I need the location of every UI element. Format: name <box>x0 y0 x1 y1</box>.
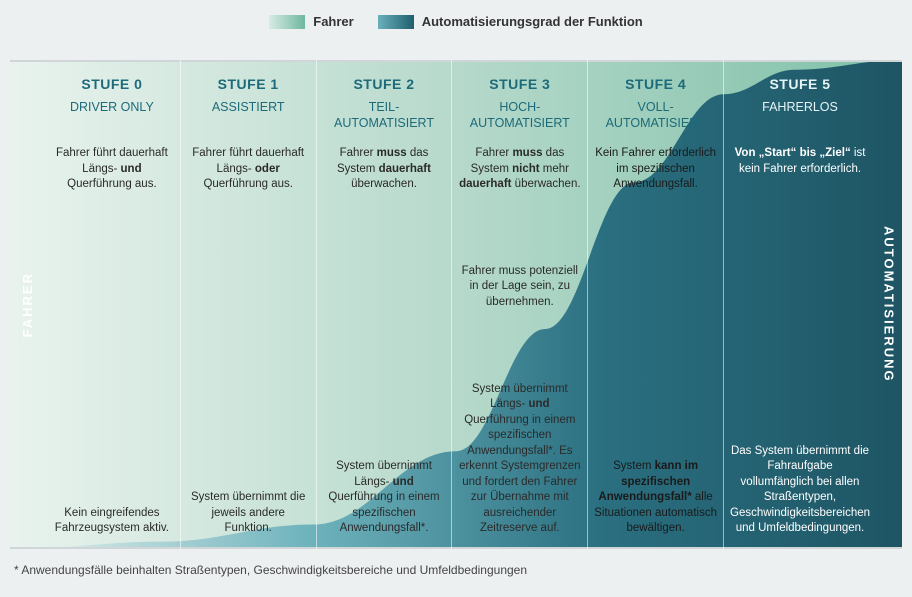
desc-area: Fahrer führt dauerhaft Längs- und Querfü… <box>50 146 174 549</box>
column-stufe-2: STUFE 2 TEIL- AUTOMATISIERT Fahrer muss … <box>316 60 452 549</box>
side-label-right-text: AUTOMATISIERUNG <box>882 226 897 383</box>
stufe-name: FAHRERLOS <box>762 100 838 146</box>
desc-area: Fahrer führt dauerhaft Längs- oder Querf… <box>187 146 310 549</box>
stufe-name: DRIVER ONLY <box>70 100 154 146</box>
desc-top: Fahrer führt dauerhaft Längs- und Querfü… <box>50 146 174 193</box>
desc-mid: Fahrer muss potenziell in der Lage sein,… <box>458 264 581 311</box>
stufe-head: STUFE 5 <box>769 60 830 100</box>
desc-bot: System übernimmt die jeweils andere Funk… <box>187 490 310 537</box>
desc-bot: System übernimmt Längs- und Querführung … <box>323 459 446 537</box>
legend-label-driver: Fahrer <box>313 14 353 29</box>
side-label-left-text: FAHRER <box>20 272 35 337</box>
stufe-name: HOCH- AUTOMATISIERT <box>470 100 570 146</box>
desc-bot: Kein eingreifendes Fahrzeugsystem aktiv. <box>50 506 174 537</box>
legend-item-driver: Fahrer <box>269 14 353 29</box>
desc-area: Kein Fahrer erforderlich im spezifischen… <box>594 146 717 549</box>
stufe-head: STUFE 0 <box>81 60 142 100</box>
desc-top: Von „Start“ bis „Ziel“ ist kein Fahrer e… <box>730 146 870 177</box>
column-stufe-4: STUFE 4 VOLL- AUTOMATISIERT Kein Fahrer … <box>587 60 723 549</box>
stufe-head: STUFE 4 <box>625 60 686 100</box>
column-stufe-0: STUFE 0 DRIVER ONLY Fahrer führt dauerha… <box>44 60 180 549</box>
desc-bot: Das System übernimmt die Fahraufgabe vol… <box>730 444 870 537</box>
legend-label-auto: Automatisierungsgrad der Funktion <box>422 14 643 29</box>
desc-bot: System kann im spezifischen Anwendungsfa… <box>594 459 717 537</box>
stufe-name: ASSISTIERT <box>212 100 285 146</box>
desc-top: Fahrer muss das System nicht mehr dauerh… <box>458 146 581 193</box>
legend-item-auto: Automatisierungsgrad der Funktion <box>378 14 643 29</box>
legend-swatch-auto <box>378 15 414 29</box>
stufe-name: TEIL- AUTOMATISIERT <box>334 100 434 146</box>
desc-top: Fahrer muss das System dauerhaft überwac… <box>323 146 446 193</box>
stufe-name: VOLL- AUTOMATISIERT <box>606 100 706 146</box>
stufe-head: STUFE 3 <box>489 60 550 100</box>
desc-area: Fahrer muss das System nicht mehr dauerh… <box>458 146 581 549</box>
desc-top: Kein Fahrer erforderlich im spezifischen… <box>594 146 717 193</box>
column-stufe-3: STUFE 3 HOCH- AUTOMATISIERT Fahrer muss … <box>451 60 587 549</box>
chart-grid: FAHRER STUFE 0 DRIVER ONLY Fahrer führt … <box>10 60 902 549</box>
footnote: * Anwendungsfälle beinhalten Straßentype… <box>14 563 527 577</box>
column-stufe-5: STUFE 5 FAHRERLOS Von „Start“ bis „Ziel“… <box>723 60 876 549</box>
stufe-head: STUFE 2 <box>353 60 414 100</box>
stufe-head: STUFE 1 <box>218 60 279 100</box>
side-label-left: FAHRER <box>10 60 44 549</box>
desc-bot: System übernimmt Längs- und Querführung … <box>458 382 581 537</box>
legend-swatch-driver <box>269 15 305 29</box>
legend: Fahrer Automatisierungsgrad der Funktion <box>0 0 912 39</box>
chart: FAHRER STUFE 0 DRIVER ONLY Fahrer führt … <box>10 60 902 549</box>
column-stufe-1: STUFE 1 ASSISTIERT Fahrer führt dauerhaf… <box>180 60 316 549</box>
desc-top: Fahrer führt dauerhaft Längs- oder Querf… <box>187 146 310 193</box>
side-label-right: AUTOMATISIERUNG <box>876 60 902 549</box>
desc-area: Von „Start“ bis „Ziel“ ist kein Fahrer e… <box>730 146 870 549</box>
desc-area: Fahrer muss das System dauerhaft überwac… <box>323 146 446 549</box>
